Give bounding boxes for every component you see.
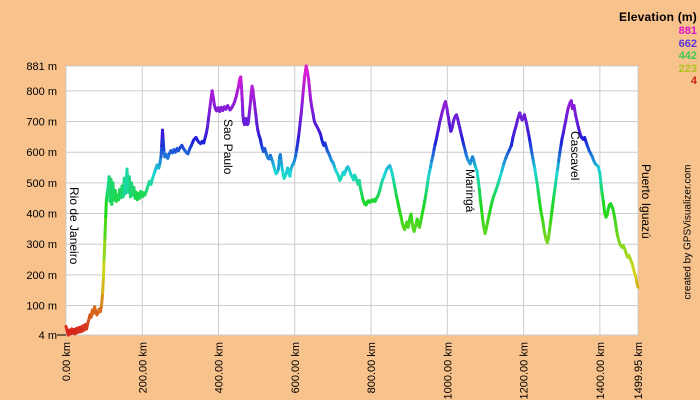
elevation-profile-segment: [300, 90, 305, 103]
elevation-profile-segment: [102, 236, 107, 261]
elevation-profile-segment: [299, 99, 304, 115]
waypoint-label: Sao Paulo: [221, 119, 235, 175]
legend-entry: 442: [678, 50, 697, 62]
elevation-profile-segment: [100, 291, 105, 308]
legend-title: Elevation (m): [619, 10, 697, 24]
elevation-profile-segment: [297, 121, 302, 135]
elevation-profile-segment: [161, 128, 165, 142]
elevation-profile-segment: [159, 144, 164, 159]
y-axis-label: 881 m: [26, 61, 57, 73]
elevation-profile-segment: [479, 199, 484, 213]
x-axis-label: 400.00 km: [214, 342, 226, 393]
elevation-profile-segment: [161, 138, 166, 154]
elevation-profile-segment: [476, 178, 481, 192]
waypoint-label: Maringá: [463, 169, 477, 213]
x-axis-label: 1400.00 km: [595, 342, 607, 399]
elevation-profile-segment: [635, 283, 640, 289]
legend-entry: 662: [678, 37, 697, 50]
x-axis-label: 800.00 km: [366, 342, 378, 393]
legend: Elevation (m) 881 662 442 223 4: [619, 10, 697, 88]
x-axis-label: 1499.95 km: [633, 342, 645, 399]
y-axis-label: 500 m: [26, 178, 57, 190]
y-axis-label: 400 m: [26, 209, 57, 221]
x-axis-label: 200.00 km: [137, 342, 149, 393]
elevation-profile-segment: [548, 219, 553, 232]
elevation-profile-segment: [101, 258, 106, 280]
legend-entry: 223: [678, 62, 697, 75]
x-axis-label: 0.00 km: [61, 342, 73, 381]
elevation-profile-segment: [208, 97, 213, 111]
y-axis-label: 600 m: [26, 147, 57, 159]
plot-border: [65, 65, 639, 336]
x-axis-label: 1200.00 km: [519, 342, 531, 399]
elevation-profile-segment: [601, 199, 607, 215]
elevation-profile-segment: [207, 107, 212, 120]
legend-entries: 881 662 442 223 4: [619, 25, 697, 88]
waypoint-label: Rio de Janeiro: [67, 187, 81, 265]
y-axis-label: 4 m: [39, 330, 57, 342]
elevation-profile-segment: [536, 189, 541, 202]
y-axis-label: 300 m: [26, 239, 57, 251]
credit-text: created by GPSVisualizer.com: [682, 164, 694, 300]
elevation-profile-segment: [480, 209, 485, 222]
y-axis-label: 700 m: [26, 117, 57, 129]
waypoint-label: Cascavel: [568, 131, 582, 180]
elevation-profile-segment: [477, 188, 482, 203]
elevation-profile-segment: [206, 116, 211, 129]
elevation-profile-segment: [103, 215, 108, 240]
legend-entry: 881: [678, 25, 697, 37]
elevation-profile-segment: [549, 210, 554, 223]
elevation-profile-segment: [101, 276, 105, 295]
elevation-profile-segment: [572, 104, 577, 117]
elevation-profile-segment: [550, 201, 555, 214]
plot-background: [66, 66, 638, 335]
x-axis-label: 600.00 km: [290, 342, 302, 393]
elevation-profile-segment: [104, 198, 108, 219]
waypoint-label: Puerto Iguazú: [639, 164, 653, 239]
y-axis-label: 200 m: [26, 270, 57, 282]
x-axis-label: 1000.00 km: [442, 342, 454, 399]
elevation-profile-segment: [298, 111, 303, 125]
y-axis-label: 800 m: [26, 86, 57, 98]
elevation-profile-segment: [598, 172, 603, 186]
y-axis-label: 100 m: [26, 301, 57, 313]
elevation-profile-segment: [599, 182, 604, 196]
legend-entry: 4: [690, 75, 697, 87]
